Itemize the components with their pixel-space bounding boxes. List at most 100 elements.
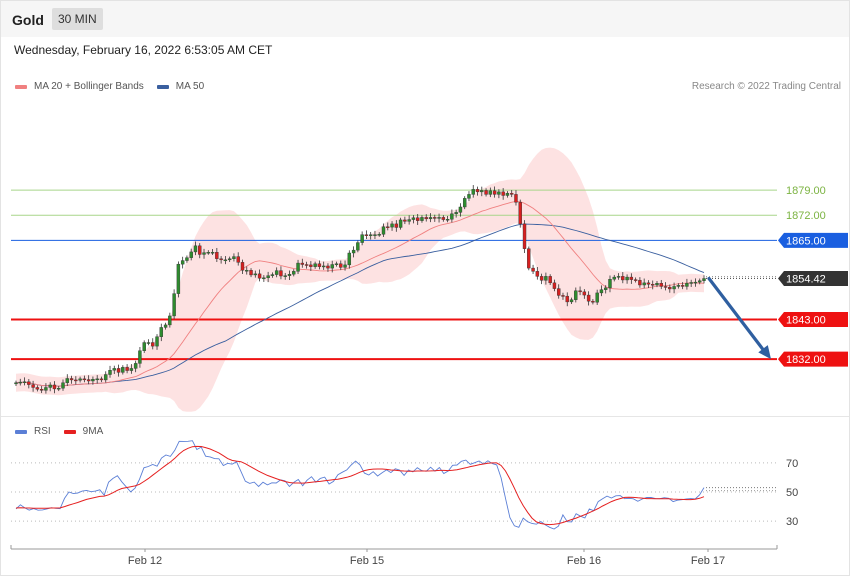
candle-body: [373, 234, 377, 236]
candle-body: [240, 262, 245, 271]
candle-body: [180, 260, 185, 265]
level-label-4: 1832.00: [786, 354, 826, 366]
candle-body: [142, 342, 146, 351]
forecast-arrow-head: [758, 345, 771, 360]
candle-body: [35, 387, 40, 390]
candle-body: [539, 276, 544, 281]
rsi-ma-line: [15, 445, 705, 526]
candle-body: [659, 283, 663, 287]
candle-body: [129, 368, 134, 371]
candle-body: [274, 270, 279, 275]
candle-body: [52, 384, 57, 390]
candle-body: [232, 256, 236, 259]
instrument-title: Gold: [12, 12, 44, 28]
candle-body: [78, 378, 82, 381]
candle-body: [621, 276, 625, 281]
candle-body: [112, 368, 116, 371]
candle-body: [31, 384, 35, 388]
candle-body: [467, 194, 471, 199]
candle-body: [454, 212, 458, 215]
candle-body: [262, 277, 266, 280]
candle-body: [138, 350, 142, 364]
candle-body: [441, 217, 446, 220]
candle-body: [480, 190, 484, 193]
candle-body: [377, 234, 381, 236]
candle-body: [163, 324, 168, 328]
candle-body: [74, 379, 78, 382]
candle-body: [638, 280, 642, 286]
candle-body: [497, 191, 501, 195]
candle-body: [595, 292, 599, 303]
x-tick-label: Feb 12: [128, 555, 162, 567]
candle-body: [616, 276, 621, 278]
ma50-line: [15, 223, 705, 387]
level-label-2: 1865.00: [786, 235, 826, 247]
rsi-level-label-2: 70: [786, 458, 798, 470]
candle-body: [680, 285, 685, 287]
candle-body: [411, 217, 416, 220]
candle-body: [104, 374, 108, 381]
candle-body: [591, 300, 595, 303]
candle-body: [386, 226, 390, 228]
candle-body: [604, 287, 608, 290]
candle-body: [578, 290, 582, 293]
candle-body: [351, 249, 356, 254]
candle-body: [698, 280, 702, 283]
candle-body: [313, 263, 317, 267]
candle-body: [326, 265, 330, 269]
candle-body: [514, 194, 518, 203]
candle-body: [608, 279, 612, 289]
candle-body: [424, 217, 428, 220]
candle-body: [633, 279, 638, 281]
candle-body: [321, 265, 326, 268]
candle-body: [475, 189, 480, 193]
candle-body: [108, 370, 112, 375]
level-label-4-box: [778, 351, 848, 367]
candle-body: [155, 336, 159, 347]
candle-body: [672, 286, 676, 290]
candle-body: [676, 285, 681, 287]
candle-body: [651, 284, 655, 286]
legend-swatch-9ma: [63, 429, 76, 434]
candle-body: [390, 223, 394, 228]
legend-label-rsi: RSI: [34, 426, 51, 437]
candle-body: [22, 381, 27, 383]
candle-body: [569, 299, 574, 303]
panel-divider: [1, 416, 849, 417]
candle-body: [236, 256, 240, 263]
candle-body: [185, 257, 189, 261]
timeframe-badge[interactable]: 30 MIN: [52, 8, 103, 30]
candle-body: [304, 264, 309, 266]
candle-body: [219, 258, 223, 261]
candle-body: [407, 219, 411, 222]
legend-label-ma20: MA 20 + Bollinger Bands: [34, 81, 144, 92]
candle-body: [287, 274, 292, 276]
rsi-line: [15, 440, 705, 530]
candle-body: [531, 267, 535, 272]
candle-body: [488, 190, 493, 195]
candle-body: [394, 223, 399, 228]
bollinger-band: [16, 147, 704, 412]
candle-body: [561, 295, 565, 297]
legend-swatch-rsi: [15, 429, 27, 434]
candle-body: [14, 382, 18, 385]
candle-body: [437, 217, 441, 219]
candle-body: [270, 274, 275, 276]
candle-body: [629, 276, 634, 280]
candle-body: [125, 367, 129, 371]
candle-body: [18, 381, 22, 384]
candle-body: [48, 384, 52, 388]
legend-item-9ma: 9MA: [63, 426, 103, 437]
candle-body: [484, 190, 488, 195]
candle-body: [505, 193, 510, 196]
candle-body: [334, 263, 339, 265]
main-legend: MA 20 + Bollinger Bands MA 50: [15, 81, 217, 92]
candle-body: [420, 217, 424, 221]
candle-body: [210, 252, 215, 254]
candle-body: [121, 367, 125, 373]
legend-item-rsi: RSI: [15, 426, 51, 437]
candle-body: [133, 363, 138, 369]
candle-body: [317, 263, 322, 267]
candle-body: [403, 219, 407, 222]
